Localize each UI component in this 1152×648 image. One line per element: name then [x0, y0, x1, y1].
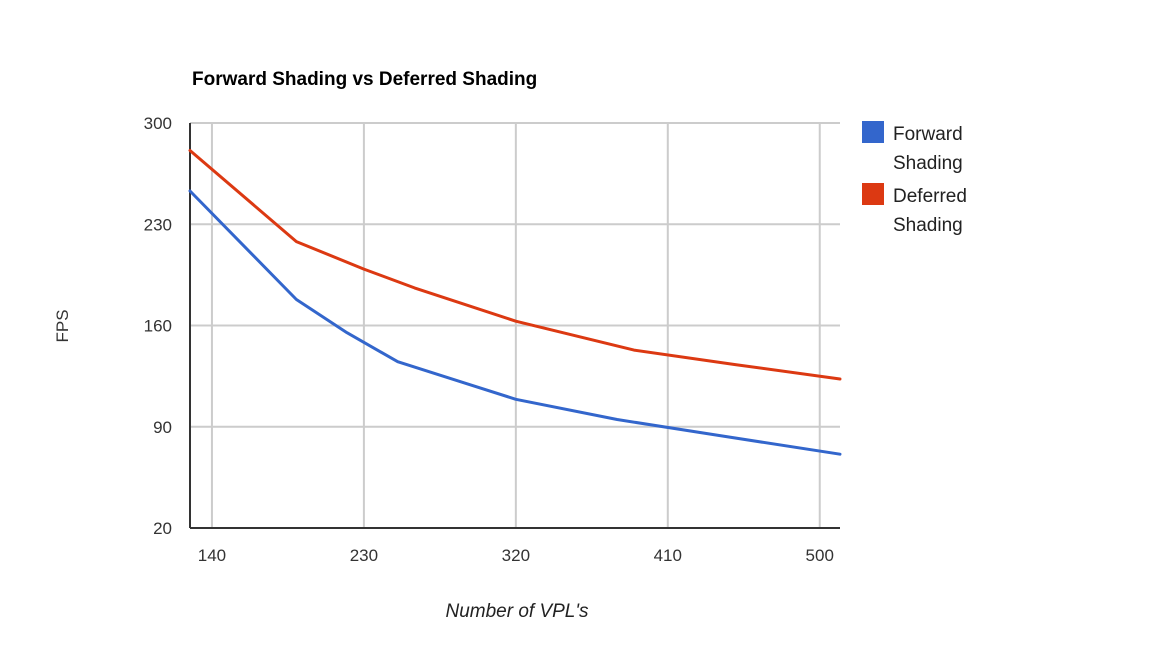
x-tick-label: 230	[350, 546, 378, 565]
legend-swatch	[862, 183, 884, 205]
y-axis-label: FPS	[53, 309, 72, 342]
chart-title: Forward Shading vs Deferred Shading	[192, 69, 537, 90]
tick-labels: 20 90 160 230 300 140 230 320 410 500	[144, 114, 834, 565]
legend-label: Forward	[893, 124, 963, 145]
legend-swatch	[862, 121, 884, 143]
x-tick-label: 140	[198, 546, 226, 565]
x-axis-label: Number of VPL's	[445, 601, 589, 622]
legend-label: Shading	[893, 215, 963, 236]
series-lines	[188, 149, 842, 456]
x-tick-label: 500	[806, 546, 834, 565]
y-tick-label: 20	[153, 519, 172, 538]
series-line-1	[188, 189, 842, 456]
legend-label: Deferred	[893, 186, 967, 207]
grid	[190, 122, 840, 528]
y-tick-label: 160	[144, 317, 172, 336]
x-tick-label: 320	[502, 546, 530, 565]
y-tick-label: 230	[144, 215, 172, 234]
y-tick-label: 90	[153, 418, 172, 437]
y-tick-label: 300	[144, 114, 172, 133]
legend-label: Shading	[893, 153, 963, 174]
legend: Forward Shading Deferred Shading	[862, 121, 967, 236]
series-line-2	[188, 149, 842, 381]
x-tick-label: 410	[654, 546, 682, 565]
